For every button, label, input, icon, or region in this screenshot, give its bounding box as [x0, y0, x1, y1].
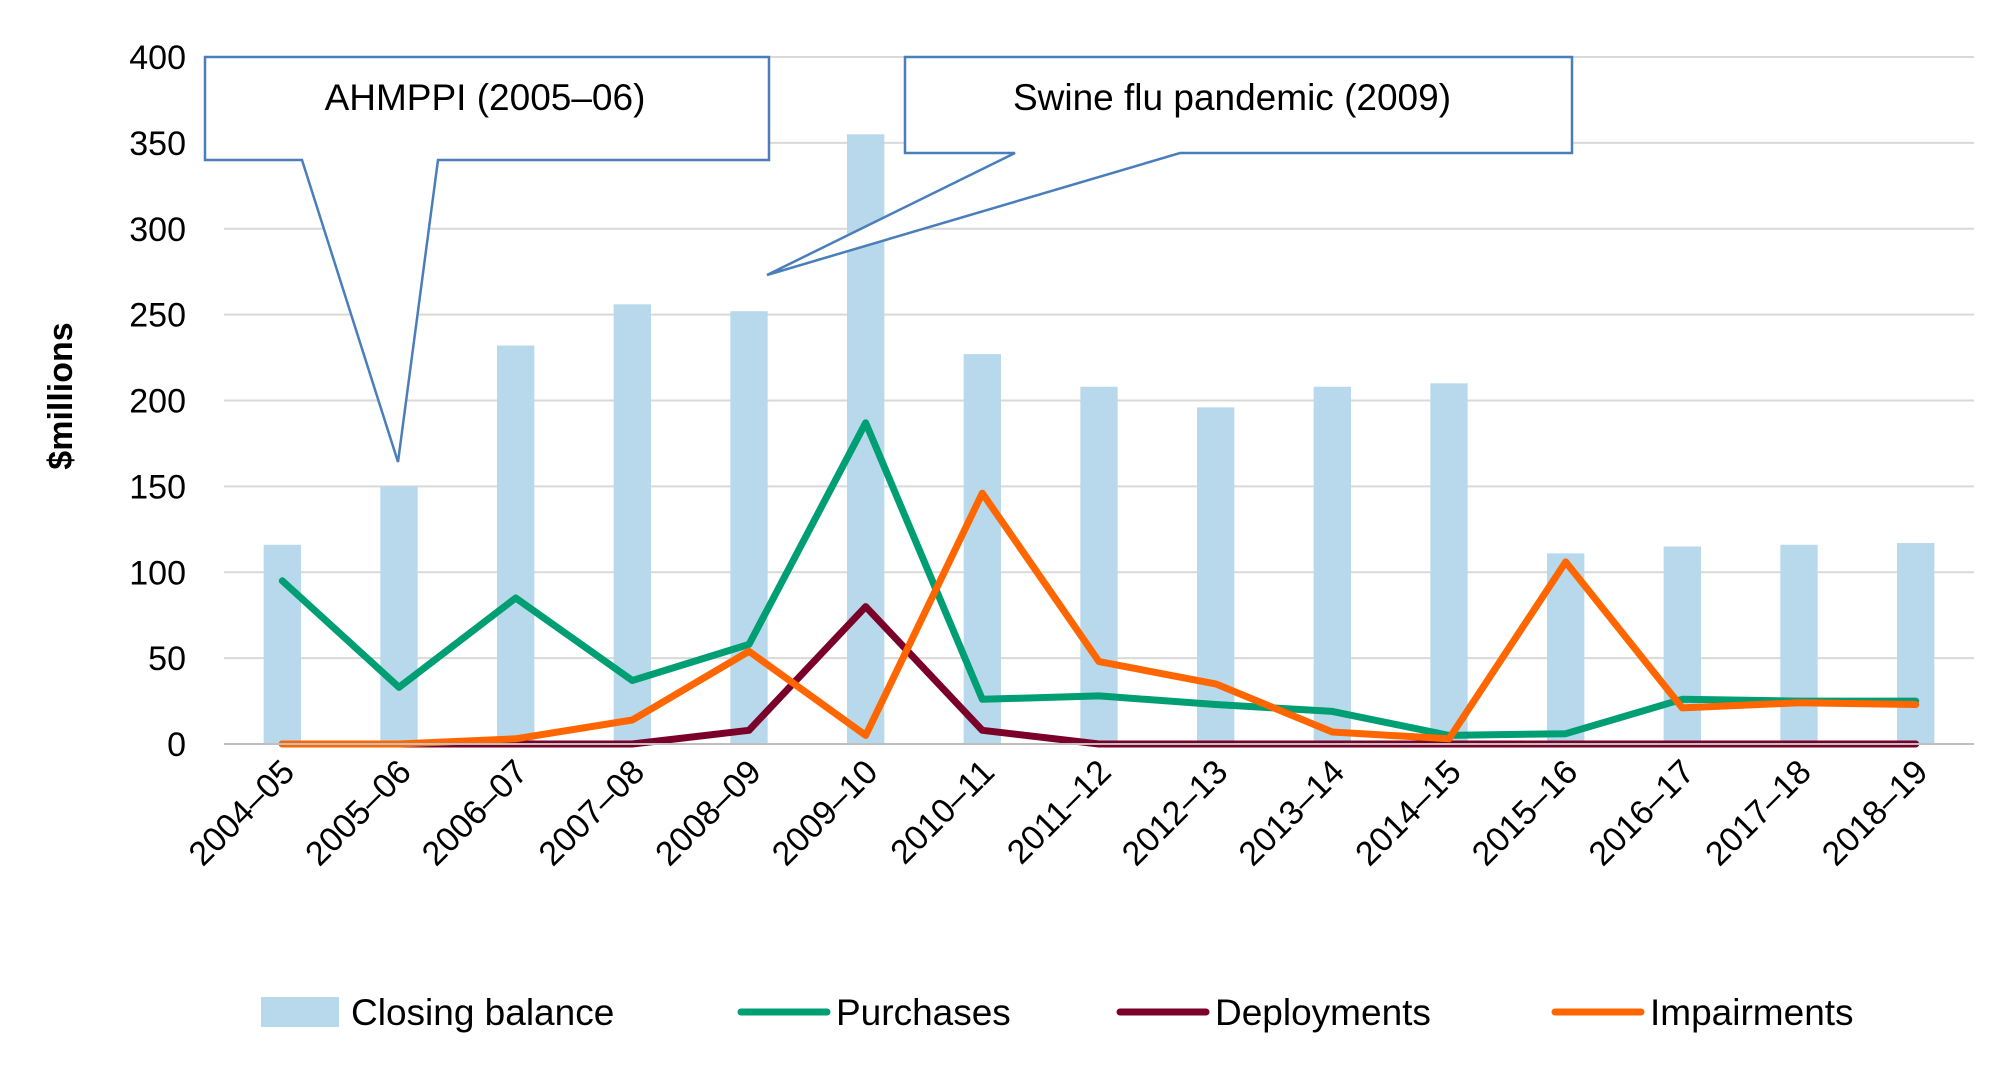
bar-series-closing-balance	[263, 134, 1935, 745]
y-tick-label: 400	[129, 39, 186, 77]
callout-ahmppi-shape	[203, 55, 771, 463]
y-tick-label: 150	[129, 468, 186, 506]
legend-label-purchases: Purchases	[836, 992, 1011, 1033]
legend: Closing balance Purchases Deployments Impai…	[261, 992, 1854, 1033]
legend-label-closing-balance: Closing balance	[351, 992, 614, 1033]
y-tick-label: 0	[167, 726, 186, 764]
callout-ahmppi: AHMPPI (2005–06)	[203, 55, 771, 463]
y-tick-label: 200	[129, 383, 186, 421]
x-axis-ticks: 2004–052005–062006–072007–082008–092009–…	[182, 753, 1936, 873]
x-tick-label: 2017–18	[1698, 753, 1818, 873]
line-purchases	[278, 419, 1920, 739]
bar-2011-12	[1080, 386, 1118, 744]
y-tick-label: 250	[129, 297, 186, 335]
y-tick-label: 300	[129, 211, 186, 249]
bar-2008-09	[730, 311, 768, 744]
x-tick-label: 2005–06	[298, 753, 418, 873]
x-tick-label: 2014–15	[1348, 753, 1468, 873]
bar-2013-14	[1313, 386, 1351, 744]
callout-swine-flu-shape	[766, 55, 1574, 277]
x-tick-label: 2013–14	[1232, 753, 1352, 873]
bar-2014-15	[1430, 383, 1468, 744]
line-impairments	[278, 489, 1920, 748]
bar-2012-13	[1197, 407, 1235, 744]
x-tick-label: 2006–07	[415, 753, 535, 873]
bar-2017-18	[1780, 544, 1818, 744]
callout-swine-flu-text: Swine flu pandemic (2009)	[1013, 77, 1451, 118]
x-tick-label: 2009–10	[765, 753, 885, 873]
x-tick-label: 2011–12	[1000, 753, 1119, 872]
y-tick-label: 50	[148, 640, 186, 678]
x-tick-label: 2008–09	[648, 753, 768, 873]
bar-2016-17	[1663, 546, 1701, 744]
legend-label-deployments: Deployments	[1215, 992, 1431, 1033]
bar-2018-19	[1897, 543, 1935, 744]
x-tick-label: 2010–11	[883, 753, 1002, 872]
y-tick-label: 350	[129, 125, 186, 163]
bar-2010-11	[963, 354, 1001, 744]
legend-swatch-closing-balance	[261, 997, 339, 1027]
x-tick-label: 2015–16	[1465, 753, 1585, 873]
legend-label-impairments: Impairments	[1650, 992, 1854, 1033]
x-tick-label: 2018–19	[1815, 753, 1935, 873]
x-tick-label: 2007–08	[532, 753, 652, 873]
y-axis-title: $millions	[42, 322, 80, 469]
y-axis-ticks: 0 50 100 150 200 250 300 350 400	[129, 39, 186, 764]
x-tick-label: 2004–05	[182, 753, 302, 873]
callout-ahmppi-text: AHMPPI (2005–06)	[325, 77, 646, 118]
bar-2005-06	[380, 486, 418, 744]
callout-swine-flu: Swine flu pandemic (2009)	[766, 55, 1574, 277]
x-tick-label: 2012–13	[1115, 753, 1235, 873]
y-tick-label: 100	[129, 554, 186, 592]
bar-2006-07	[497, 345, 535, 744]
bar-2004-05	[263, 544, 301, 744]
x-tick-label: 2016–17	[1582, 753, 1702, 873]
